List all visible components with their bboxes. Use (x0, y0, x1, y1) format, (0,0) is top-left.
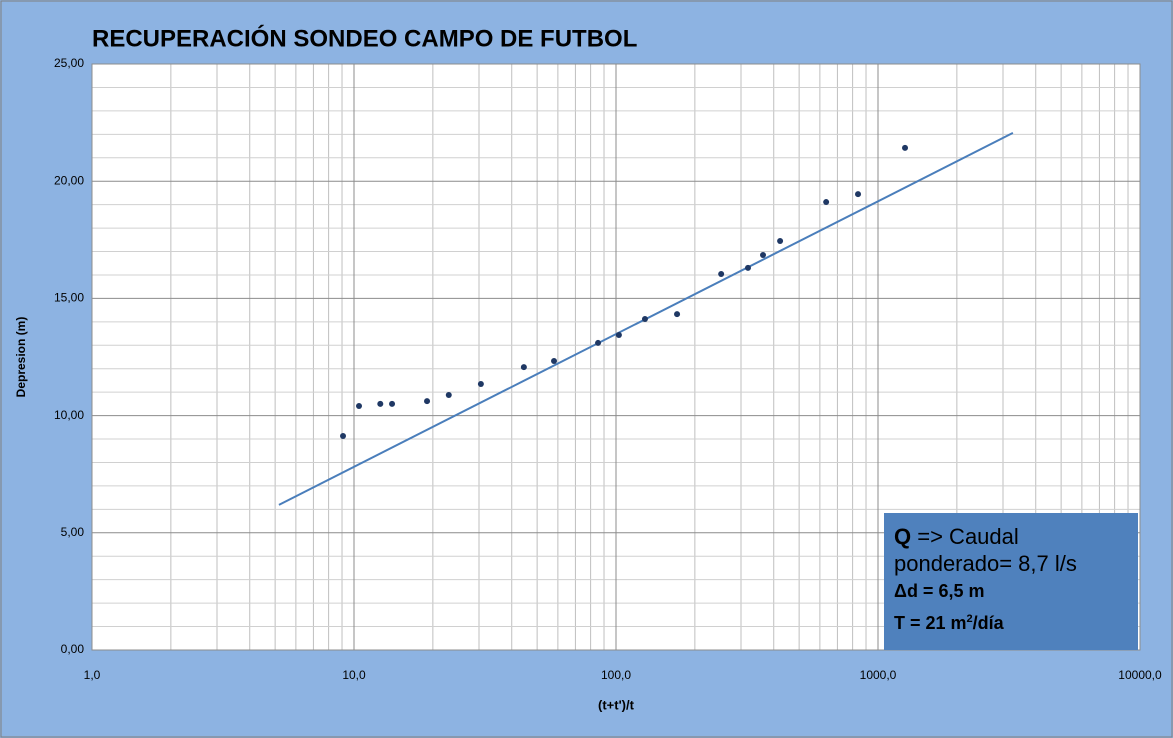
data-point (551, 357, 558, 364)
data-point (777, 237, 784, 244)
y-tick-label: 0,00 (61, 642, 85, 656)
x-tick-label: 1000,0 (860, 668, 897, 682)
y-tick-label: 25,00 (54, 56, 84, 70)
marks (278, 132, 1014, 506)
t-label: T = 21 m (894, 613, 967, 633)
data-point (641, 316, 648, 323)
y-tick-label: 15,00 (54, 291, 84, 305)
data-point (855, 191, 862, 198)
plot-border (91, 63, 1141, 651)
annotation-q: Q => Caudal ponderado= 8,7 l/s (894, 523, 1128, 577)
y-tick-label: 20,00 (54, 173, 84, 187)
y-axis-label: Depresion (m) (14, 317, 28, 398)
data-point (595, 339, 602, 346)
data-point (477, 380, 484, 387)
x-tick-label: 10000,0 (1118, 668, 1162, 682)
x-tick-label: 100,0 (601, 668, 631, 682)
data-point (615, 331, 622, 338)
q-text: => Caudal ponderado= 8,7 l/s (894, 524, 1077, 576)
y-tick-label: 5,00 (61, 525, 85, 539)
data-point (744, 264, 751, 271)
data-point (902, 144, 909, 151)
grid: 1,0 10,0 100,0 1000,0 10000,0 0,00 5,00 10,00 15… (54, 56, 1162, 682)
x-axis-label: (t+t')/t (598, 697, 635, 712)
data-point (356, 402, 363, 409)
annotation-box: Q => Caudal ponderado= 8,7 l/s Δd = 6,5 … (884, 513, 1138, 650)
t-sup: 2 (966, 613, 973, 625)
data-point (520, 364, 527, 371)
data-point (674, 311, 681, 318)
chart-title: RECUPERACIÓN SONDEO CAMPO DE FUTBOL (92, 24, 637, 52)
data-point (377, 400, 384, 407)
x-tick-label: 1,0 (84, 668, 101, 682)
annotation-delta: Δd = 6,5 m (894, 581, 985, 601)
data-point (718, 271, 725, 278)
annotation-t: T = 21 m2/día (894, 605, 1128, 637)
data-point (823, 199, 830, 206)
q-label: Q (894, 524, 912, 549)
data-point (445, 391, 452, 398)
data-point (340, 432, 347, 439)
data-point (760, 252, 767, 259)
y-tick-label: 10,00 (54, 408, 84, 422)
x-tick-label: 10,0 (342, 668, 366, 682)
data-point (389, 400, 396, 407)
t-unit: /día (972, 613, 1004, 633)
data-point (424, 398, 431, 405)
